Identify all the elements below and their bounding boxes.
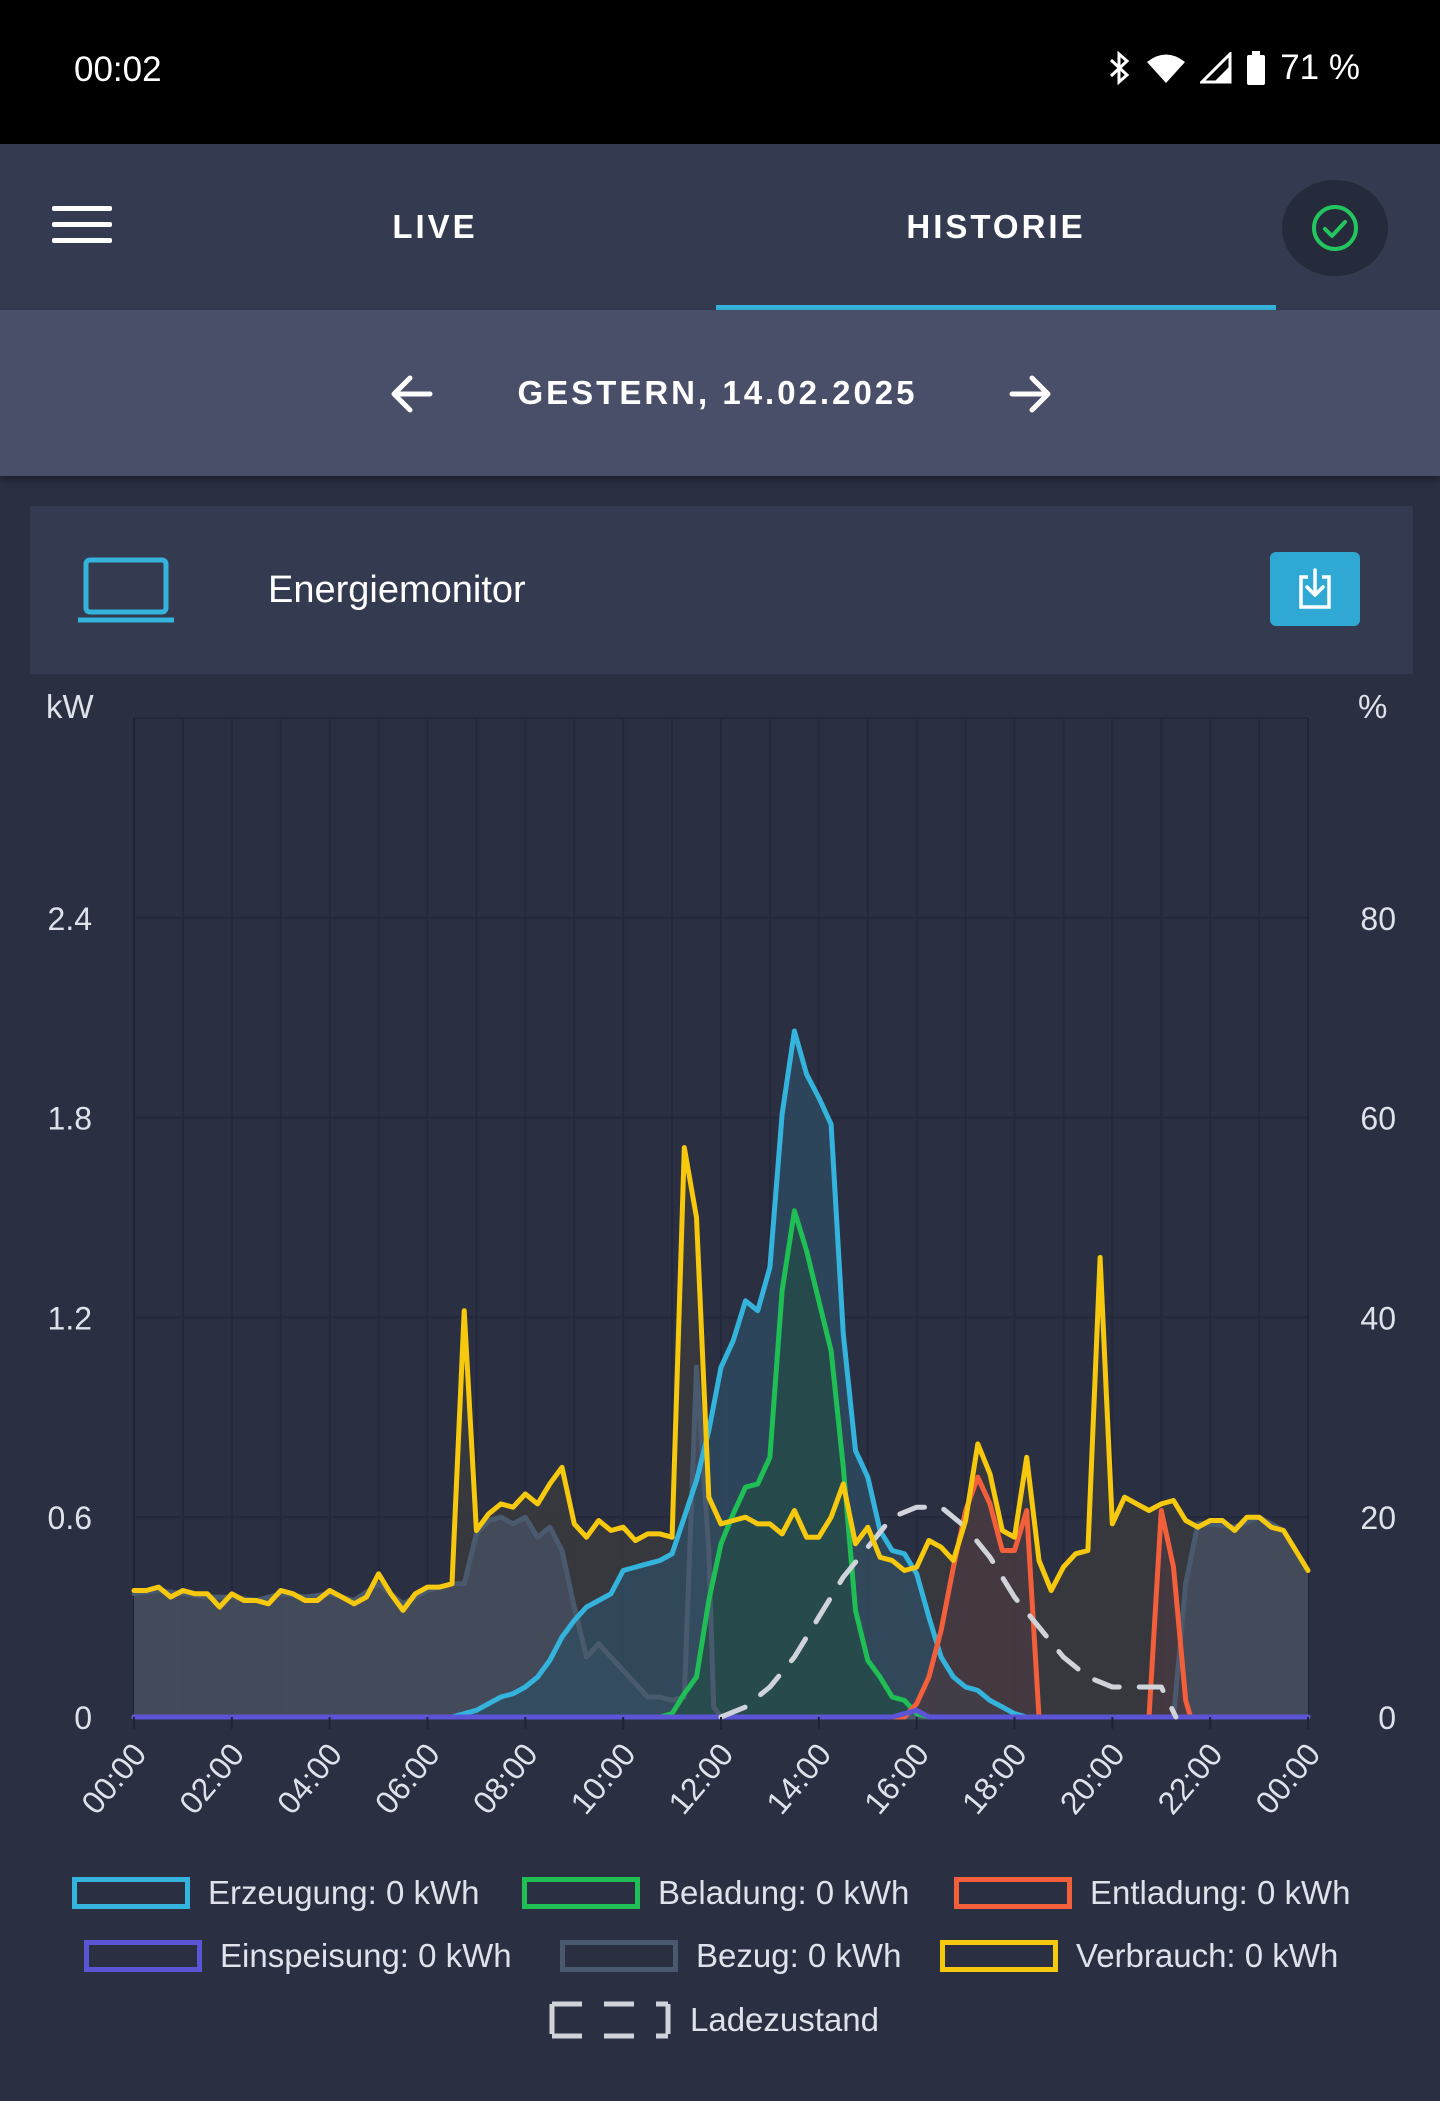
date-navigation: GESTERN, 14.02.2025 <box>0 310 1440 476</box>
chart-lines <box>131 1028 1311 1720</box>
menu-icon[interactable] <box>52 206 112 250</box>
line-ladezustand <box>718 1504 1179 1720</box>
energy-chart: 0 0.6 1.2 1.8 2.4 0 20 40 60 80 00:00 02:00 04:00 0… <box>0 680 1440 2101</box>
battery-percent: 71 % <box>1280 48 1360 87</box>
download-icon <box>1299 568 1331 609</box>
x-tick-label: 16:00 <box>857 1736 936 1820</box>
legend-label: Beladung: 0 kWh <box>658 1874 910 1911</box>
legend-swatch <box>954 1877 1072 1909</box>
legend-erzeugung[interactable]: Erzeugung: 0 kWh <box>72 1874 479 1912</box>
date-label: GESTERN, 14.02.2025 <box>517 374 918 411</box>
x-tick-label: 22:00 <box>1150 1736 1229 1820</box>
x-tick-label: 06:00 <box>368 1736 447 1820</box>
y2-tick-label: 60 <box>1360 1101 1396 1137</box>
app-bar: LIVE HISTORIE <box>0 144 1440 311</box>
legend-swatch <box>84 1940 202 1972</box>
y-tick-label: 0 <box>74 1700 92 1736</box>
check-circle-icon[interactable] <box>1282 180 1388 276</box>
legend-label: Verbrauch: 0 kWh <box>1076 1937 1339 1974</box>
y-tick-label: 0.6 <box>48 1500 92 1536</box>
legend-label: Ladezustand <box>690 2001 879 2038</box>
arrow-left-icon[interactable] <box>386 368 438 420</box>
line-erzeugung <box>131 1028 1311 1720</box>
legend-bezug[interactable]: Bezug: 0 kWh <box>560 1937 901 1975</box>
tab-historie[interactable]: HISTORIE <box>906 208 1086 245</box>
card-header: Energiemonitor <box>30 506 1413 674</box>
y-tick-label: 1.2 <box>48 1300 92 1336</box>
x-tick-label: 20:00 <box>1053 1736 1132 1820</box>
y2-axis-unit: % <box>1358 688 1387 725</box>
x-tick-label: 00:00 <box>1248 1736 1327 1820</box>
y2-tick-label: 80 <box>1360 901 1396 937</box>
legend-verbrauch[interactable]: Verbrauch: 0 kWh <box>940 1937 1338 1975</box>
status-bar: 00:02 71 % <box>0 0 1440 144</box>
card-title: Energiemonitor <box>268 568 526 611</box>
x-tick-label: 10:00 <box>563 1736 642 1820</box>
y-axis-ticks: 0 0.6 1.2 1.8 2.4 <box>48 901 92 1736</box>
legend-swatch <box>560 1940 678 1972</box>
line-beladung <box>131 1208 1311 1720</box>
signal-icon <box>1200 52 1232 84</box>
legend-einspeisung[interactable]: Einspeisung: 0 kWh <box>84 1937 512 1975</box>
download-button[interactable] <box>1270 552 1360 626</box>
battery-icon <box>1246 51 1266 85</box>
area-beladung <box>134 1210 1308 1717</box>
wifi-icon <box>1146 53 1186 83</box>
legend-ladezustand[interactable]: Ladezustand <box>548 2000 879 2040</box>
x-tick-label: 08:00 <box>466 1736 545 1820</box>
legend-label: Einspeisung: 0 kWh <box>220 1937 512 1974</box>
laptop-icon <box>78 556 174 629</box>
bluetooth-icon <box>1108 51 1132 85</box>
y2-tick-label: 40 <box>1360 1300 1396 1336</box>
x-tick-label: 14:00 <box>759 1736 838 1820</box>
legend-label: Erzeugung: 0 kWh <box>208 1874 480 1911</box>
arrow-right-icon[interactable] <box>1004 368 1056 420</box>
x-tick-label: 18:00 <box>955 1736 1034 1820</box>
y-tick-label: 2.4 <box>48 901 92 937</box>
x-axis-ticks: 00:00 02:00 04:00 06:00 08:00 10:00 12:00 14:00… <box>74 1717 1327 1821</box>
legend-swatch <box>72 1877 190 1909</box>
status-icons: 71 % <box>1108 48 1360 88</box>
y2-axis-ticks: 0 20 40 60 80 <box>1360 901 1396 1736</box>
tab-live[interactable]: LIVE <box>392 208 478 245</box>
active-tab-indicator <box>716 305 1276 311</box>
legend-beladung[interactable]: Beladung: 0 kWh <box>522 1874 909 1912</box>
legend-label: Bezug: 0 kWh <box>696 1937 902 1974</box>
x-tick-label: 12:00 <box>661 1736 740 1820</box>
x-tick-label: 04:00 <box>270 1736 349 1820</box>
x-tick-label: 02:00 <box>172 1736 251 1820</box>
line-verbrauch <box>131 1145 1311 1613</box>
legend-label: Entladung: 0 kWh <box>1090 1874 1351 1911</box>
y-tick-label: 1.8 <box>48 1101 92 1137</box>
area-entladung <box>134 1477 1308 1717</box>
line-einspeisung <box>131 1707 1311 1720</box>
y2-tick-label: 20 <box>1360 1500 1396 1536</box>
legend-swatch-dashed <box>549 2001 671 2039</box>
legend-swatch <box>940 1940 1058 1972</box>
line-entladung <box>131 1474 1311 1720</box>
status-time: 00:02 <box>74 50 162 89</box>
legend-swatch <box>522 1877 640 1909</box>
y2-tick-label: 0 <box>1378 1700 1396 1736</box>
legend-entladung[interactable]: Entladung: 0 kWh <box>954 1874 1351 1912</box>
y-axis-unit: kW <box>46 688 95 725</box>
x-tick-label: 00:00 <box>74 1736 153 1820</box>
area-bezug <box>134 1367 1308 1717</box>
